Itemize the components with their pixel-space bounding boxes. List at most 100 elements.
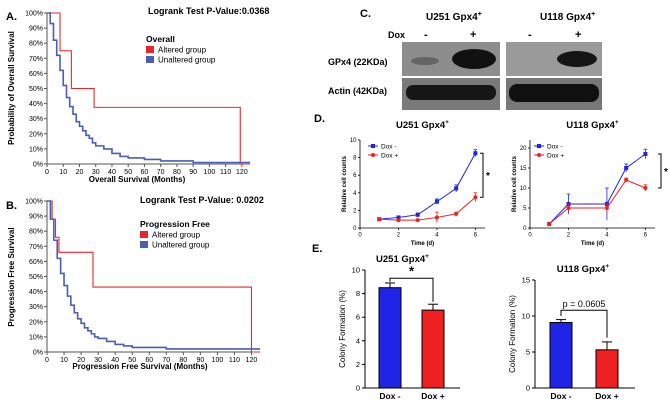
y-tick-label: 70% [29, 56, 43, 63]
data-point [434, 199, 439, 204]
x-tick-label: 4 [605, 233, 609, 239]
y-tick-label: 0% [33, 162, 43, 169]
series-dox-plus-line [548, 179, 646, 225]
y-tick-label: 0 [356, 384, 360, 393]
blot2-actin-band [509, 84, 599, 102]
y-tick-label: 50% [29, 274, 43, 281]
x-tick-label: 10 [60, 357, 68, 364]
series-unaltered-line [47, 12, 250, 164]
x-tick-label: 4 [435, 233, 439, 239]
x-tick-label: 70 [162, 357, 170, 364]
y-tick-label: 30% [29, 304, 43, 311]
data-point [415, 218, 420, 223]
y-tick-label: 70% [29, 244, 43, 251]
chart-title: U118 Gpx4+ [566, 119, 619, 131]
y-tick-label: 10% [29, 146, 43, 153]
band-label-gpx4: GPx4 (22KDa) [328, 57, 388, 67]
panel-b-ylabel: Progression Free Survival [7, 227, 16, 326]
legend-swatch-altered [140, 231, 148, 238]
series-dox-minus-line [379, 152, 476, 220]
blot2-gpx4-band-plus [557, 51, 597, 67]
y-tick-label: 90% [29, 26, 43, 33]
legend-label: Dox - [381, 144, 397, 151]
y-axis-label: Colony Formation (%) [508, 295, 517, 373]
significance-star: * [486, 171, 490, 182]
blot1-gpx4-band-minus [411, 57, 439, 65]
y-tick-label: 80% [29, 229, 43, 236]
y-tick-label: 15 [522, 276, 530, 285]
x-tick-label: 110 [220, 169, 231, 176]
legend-marker [537, 144, 541, 148]
y-tick-label: 2 [353, 208, 357, 214]
y-tick-label: 80% [29, 41, 43, 48]
y-tick-label: 90% [29, 214, 43, 221]
y-tick-label: 60% [29, 259, 43, 266]
legend-label: Dox + [547, 153, 564, 160]
bar-dox-plus [595, 349, 619, 389]
panel-a-legend-title: Overall [146, 34, 175, 44]
panel-b-xlabel: Progression Free Survival (Months) [72, 362, 207, 371]
p-value-label: p = 0.0605 [563, 299, 606, 309]
panel-a: A. Logrank Test P-Value:0.0368 Overall A… [6, 6, 269, 184]
x-tick-label: 0 [358, 233, 362, 239]
data-point [454, 186, 459, 191]
lane-plus: + [470, 29, 476, 41]
panel-c: C. U251 Gpx4+ U118 Gpx4+ Dox - + - + GPx… [328, 8, 602, 110]
lane-minus: - [528, 29, 532, 41]
data-point [473, 151, 478, 156]
data-point [377, 217, 382, 222]
category-label: Dox - [550, 391, 571, 401]
chart-title-sup: + [615, 119, 619, 126]
data-point [547, 222, 552, 226]
series-unaltered-line [47, 200, 260, 350]
y-tick-label: 5 [523, 206, 527, 212]
chart-title: U118 Gpx4+ [557, 263, 610, 275]
category-label: Dox + [421, 391, 444, 401]
x-tick-label: 120 [236, 169, 248, 176]
y-tick-label: 40% [29, 101, 43, 108]
y-tick-label: 10% [29, 334, 43, 341]
panel-b-legend-title: Progression Free [140, 219, 210, 229]
y-tick-label: 8 [353, 156, 357, 162]
y-tick-label: 5 [526, 348, 530, 357]
chart-title: U251 Gpx4+ [376, 253, 429, 265]
legend-swatch-unaltered [140, 241, 148, 248]
y-tick-label: 100% [25, 199, 43, 206]
comparison-bracket [560, 309, 608, 338]
data-point [643, 186, 648, 190]
y-tick-label: 6 [353, 173, 357, 179]
legend-marker [371, 153, 375, 157]
blot1-gpx4-band-plus [452, 49, 496, 69]
chart-title-sup: + [425, 253, 429, 260]
y-axis-label: Relative cell counts [342, 155, 348, 212]
bar-dox-minus [549, 321, 573, 389]
x-tick-label: 50 [124, 169, 132, 176]
legend-swatch-altered [146, 46, 154, 53]
data-point [434, 215, 439, 220]
x-tick-label: 6 [474, 233, 478, 239]
x-axis-label: Time (d) [411, 241, 434, 247]
blot1-actin-band [406, 85, 496, 100]
series-dox-plus-line [379, 196, 476, 221]
x-tick-label: 30 [92, 169, 100, 176]
legend-label-unaltered: Unaltered group [152, 241, 210, 250]
chart-title: U251 Gpx4+ [396, 119, 449, 131]
category-label: Dox - [379, 391, 400, 401]
data-point [604, 206, 609, 210]
x-tick-label: 90 [189, 169, 197, 176]
y-tick-label: 20% [29, 131, 43, 138]
series-dox-minus-line [548, 153, 646, 225]
km-plot-progression-free: 0% 10% 20% 30% 40% 50% 60% 70% 80% 90% 100% 0 10 20 30… [25, 199, 260, 364]
chart-title-text: U251 Gpx4 [376, 254, 426, 265]
y-tick-label: 20% [29, 319, 43, 326]
panel-a-ylabel: Probability of Overall Survival [7, 31, 16, 145]
y-tick-label: 30% [29, 116, 43, 123]
x-tick-label: 0 [45, 357, 49, 364]
dox-label: Dox [388, 30, 405, 40]
panel-a-xlabel: Overall Survival (Months) [89, 175, 186, 184]
blot1-title: U251 Gpx4+ [426, 11, 482, 23]
